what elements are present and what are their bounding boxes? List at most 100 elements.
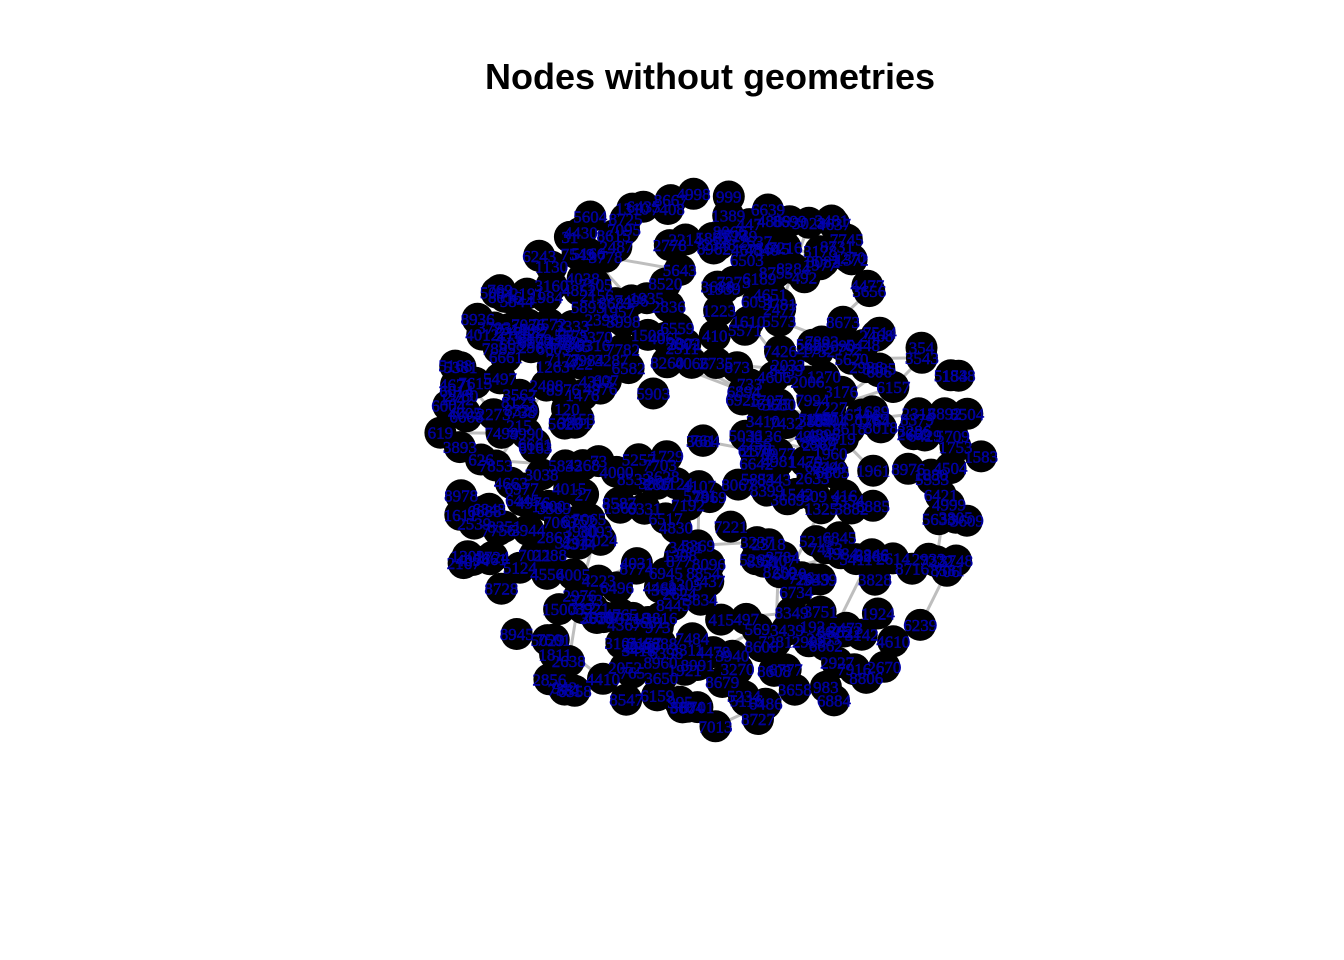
node-label: 3828 bbox=[858, 571, 892, 590]
graph-node bbox=[667, 327, 700, 360]
node-label: 8728 bbox=[484, 580, 518, 599]
node-label: 8379 bbox=[900, 411, 934, 430]
node-label: 761 bbox=[690, 431, 716, 450]
node-label: 4651 bbox=[753, 285, 787, 304]
node-label: 7011 bbox=[518, 546, 551, 565]
node-label: 3801 bbox=[558, 414, 592, 433]
graph-node bbox=[698, 319, 731, 352]
graph-node bbox=[813, 451, 846, 484]
node-label: 942 bbox=[552, 679, 578, 698]
node-label: 3294 bbox=[555, 533, 590, 552]
node-label: 3609 bbox=[950, 512, 984, 531]
graph-node bbox=[610, 683, 643, 716]
graph-node bbox=[697, 232, 730, 265]
graph-node bbox=[733, 208, 766, 241]
node-label: 7745 bbox=[830, 231, 864, 250]
node-label: 3834 bbox=[684, 591, 719, 610]
node-label: 5168 bbox=[438, 357, 472, 376]
node-label: 5036 bbox=[729, 427, 763, 446]
node-label: 4066 bbox=[675, 354, 709, 373]
graph-node bbox=[742, 434, 775, 467]
node-label: 5620 bbox=[835, 350, 869, 369]
graph-node bbox=[616, 192, 649, 225]
graph-node bbox=[770, 407, 803, 440]
node-label: 8351 bbox=[487, 518, 521, 537]
node-label: 4889 bbox=[757, 212, 791, 231]
node-label: 3218 bbox=[616, 609, 650, 628]
node-label: 8962 bbox=[697, 240, 731, 259]
node-label: 3684 bbox=[686, 432, 721, 451]
node-label: 2125 bbox=[497, 323, 531, 342]
node-label: 8329 bbox=[504, 401, 538, 420]
node-label: 3354 bbox=[830, 491, 865, 510]
node-label: 8618 bbox=[832, 419, 866, 438]
graph-node bbox=[830, 611, 862, 644]
node-label: 5381 bbox=[444, 358, 478, 377]
node-label: 6582 bbox=[612, 359, 646, 378]
graph-node bbox=[721, 351, 754, 384]
graph-node bbox=[805, 492, 838, 525]
node-label: 3984 bbox=[570, 351, 605, 370]
node-label: 4959 bbox=[795, 427, 829, 446]
node-label: 6639 bbox=[751, 201, 785, 220]
node-label: 497 bbox=[733, 610, 759, 629]
node-label: 626 bbox=[468, 451, 494, 470]
graph-node bbox=[543, 593, 576, 626]
node-label: 8755 bbox=[759, 263, 793, 282]
graph-node bbox=[525, 458, 558, 491]
graph-node bbox=[714, 510, 747, 543]
graph-node bbox=[877, 371, 910, 403]
graph-node bbox=[916, 463, 948, 495]
node-label: 3980 bbox=[564, 522, 598, 541]
node-label: 6805 bbox=[816, 463, 850, 482]
graph-node bbox=[857, 489, 889, 522]
node-label: 7192 bbox=[671, 496, 705, 515]
node-label: 5623 bbox=[796, 336, 830, 355]
node-label: 4094 bbox=[456, 551, 491, 570]
node-label: 8349 bbox=[775, 604, 809, 623]
node-label: 3748 bbox=[939, 552, 973, 571]
node-label: 8520 bbox=[648, 275, 682, 294]
node-label: 8504 bbox=[950, 405, 985, 424]
node-label: 7703 bbox=[643, 456, 677, 475]
node-label: 1263 bbox=[536, 358, 570, 377]
node-label: 1687 bbox=[587, 608, 622, 627]
graph-node bbox=[936, 420, 969, 452]
node-label: 3669 bbox=[770, 490, 804, 509]
graph-node bbox=[905, 341, 938, 374]
node-label: 2836 bbox=[652, 298, 686, 317]
node-label: 1476 bbox=[565, 386, 599, 405]
node-label: 5124 bbox=[503, 559, 538, 578]
node-label: 2376 bbox=[742, 442, 776, 461]
node-label: 5781 bbox=[683, 486, 717, 505]
graph-node bbox=[759, 256, 792, 289]
node-label: 31 bbox=[561, 228, 578, 247]
node-label: 8874 bbox=[670, 698, 705, 717]
graph-node bbox=[663, 254, 696, 286]
node-label: 1900 bbox=[532, 497, 566, 516]
graph-node bbox=[799, 525, 832, 558]
node-label: 4637 bbox=[817, 215, 852, 234]
node-label: 8885 bbox=[862, 360, 896, 379]
graph-node bbox=[809, 670, 842, 703]
node-label: 7615 bbox=[458, 374, 492, 393]
node-label: 3333 bbox=[555, 317, 589, 336]
labels-layer: 8066624481781977748499589768731471368053… bbox=[427, 185, 998, 737]
graph-node bbox=[582, 564, 615, 597]
node-label: 1811 bbox=[538, 645, 571, 664]
node-label: 312 bbox=[570, 599, 596, 618]
node-label: 8343 bbox=[757, 471, 791, 490]
node-label: 6661 bbox=[518, 435, 552, 454]
graph-node bbox=[485, 572, 518, 605]
node-label: 3884 bbox=[798, 412, 833, 431]
node-label: 5844 bbox=[500, 292, 535, 311]
node-label: 2624 bbox=[663, 585, 698, 604]
node-label: 6239 bbox=[903, 616, 937, 635]
node-label: 733 bbox=[737, 375, 763, 394]
graph-node bbox=[477, 398, 510, 431]
graph-node bbox=[750, 474, 783, 507]
node-label: 983 bbox=[813, 678, 839, 697]
graph-node bbox=[821, 646, 854, 679]
node-label: 1302 bbox=[451, 547, 485, 566]
graph-node bbox=[804, 595, 837, 628]
